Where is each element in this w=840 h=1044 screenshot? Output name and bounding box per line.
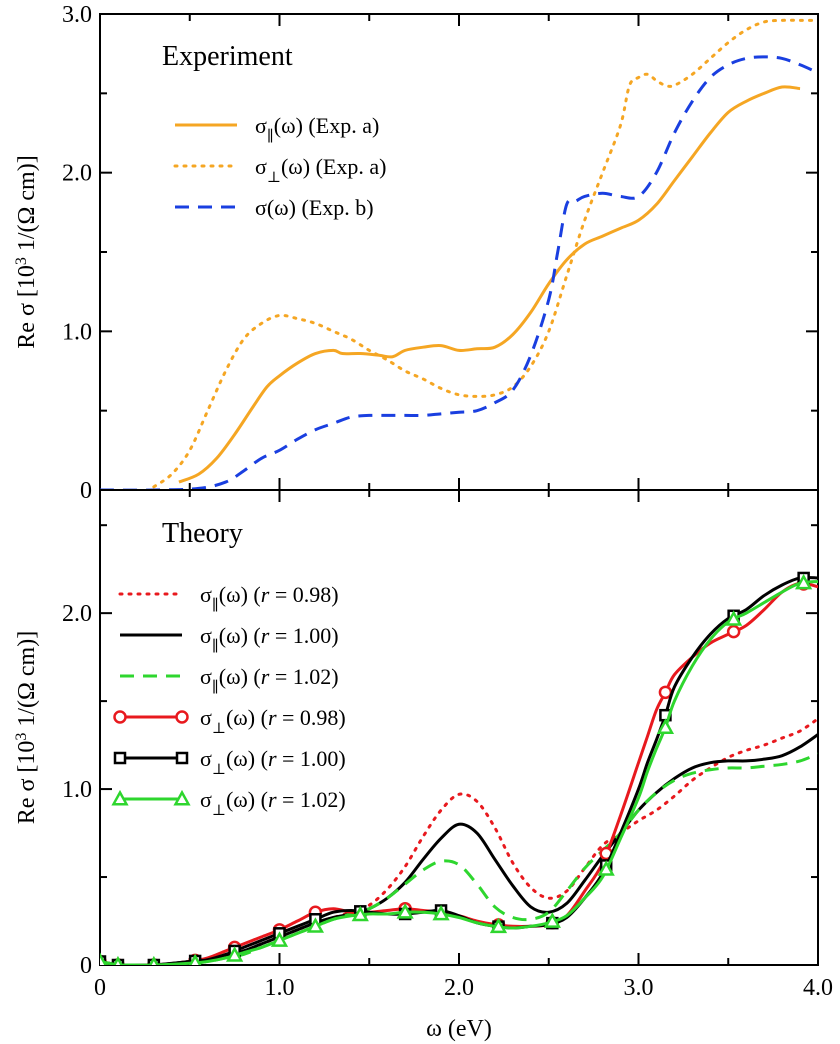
data-point-circle — [726, 624, 741, 639]
legend-entry: σ⊥(ω) (r = 0.98) — [200, 705, 346, 737]
y-axis-label: Re σ [103 1/(Ω cm)] — [13, 631, 41, 824]
series-group — [100, 18, 818, 490]
y-tick-label: 0 — [80, 478, 92, 504]
data-point-triangle — [226, 946, 244, 962]
legend-entry: σ(ω) (Exp. b) — [255, 195, 374, 220]
legend-entry: σ∥(ω) (r = 1.02) — [200, 664, 339, 696]
legend-marker — [173, 789, 191, 806]
y-tick-label: 1.0 — [62, 777, 92, 803]
plot-frame — [99, 13, 819, 491]
x-axis-label: ω (eV) — [426, 1016, 492, 1042]
legend-entry: σ⊥(ω) (Exp. a) — [255, 154, 386, 186]
legend-marker — [113, 751, 127, 765]
x-tick-label: 3.0 — [624, 975, 654, 1001]
legend-marker — [175, 710, 189, 724]
y-tick-label: 0 — [80, 953, 92, 979]
data-point-triangle — [396, 903, 414, 919]
data-point-triangle — [432, 904, 450, 921]
x-tick-label: 0 — [94, 975, 106, 1001]
y-tick-label: 2.0 — [62, 601, 92, 627]
y-tick-label: 2.0 — [62, 161, 92, 187]
legend-entry: σ⊥(ω) (r = 1.02) — [200, 787, 346, 819]
data-point-triangle — [725, 610, 743, 626]
data-point-triangle — [597, 860, 615, 876]
data-point-triangle — [543, 912, 561, 928]
data-point-triangle — [112, 955, 123, 965]
data-point-triangle — [489, 917, 508, 934]
data-point-triangle — [351, 905, 369, 922]
y-tick-label: 1.0 — [62, 319, 92, 345]
series-line-3 — [100, 55, 818, 490]
x-tick-label: 1.0 — [265, 975, 295, 1001]
data-point-triangle — [656, 718, 675, 734]
data-point-triangle — [188, 953, 202, 965]
y-tick-label: 3.0 — [62, 2, 92, 28]
series-line-2 — [152, 18, 818, 489]
x-tick-label: 2.0 — [444, 975, 474, 1001]
legend-marker — [111, 789, 129, 806]
experiment-panel: 0 1.0 2.0 3.0 Re σ [103 1/(Ω cm)] Experiment σ… — [13, 2, 819, 504]
series-line-1 — [178, 85, 801, 484]
y-axis-label: Re σ [103 1/(Ω cm)] — [13, 155, 41, 348]
data-point-circle — [658, 685, 673, 700]
series-group — [100, 571, 818, 965]
data-point-triangle — [148, 955, 159, 965]
legend-marker — [113, 710, 127, 724]
data-point-triangle — [306, 917, 325, 933]
data-point-triangle — [100, 952, 107, 965]
legend-marker — [175, 751, 189, 765]
series-line-2 — [100, 733, 818, 965]
data-point-triangle — [270, 931, 289, 947]
legend-entry: σ∥(ω) (r = 0.98) — [200, 582, 339, 614]
panel-title: Experiment — [162, 41, 293, 72]
series-line-6 — [100, 579, 818, 965]
data-point-triangle — [795, 573, 813, 590]
x-tick-label: 4.0 — [803, 975, 833, 1001]
theory-panel: 0 1.0 2.0 3.0 4.0 0 1.0 2.0 Re σ [103 1/(Ω cm)] ω… — [13, 489, 833, 1042]
legend-entry: σ⊥(ω) (r = 1.00) — [200, 746, 346, 778]
legend-entry: σ∥(ω) (Exp. a) — [255, 113, 379, 145]
panel-title: Theory — [162, 518, 243, 549]
legend-entry: σ∥(ω) (r = 1.00) — [200, 623, 339, 655]
series-line-3 — [100, 752, 818, 965]
